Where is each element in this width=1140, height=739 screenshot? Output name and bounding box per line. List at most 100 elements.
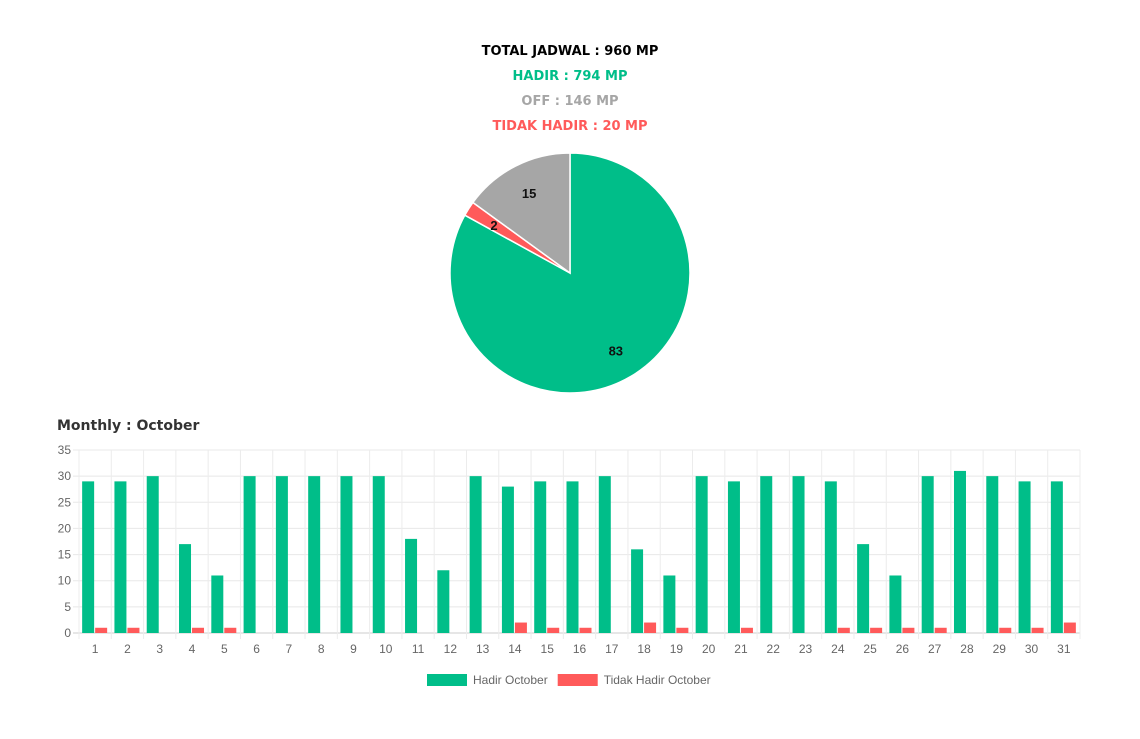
pie-data-label: 15 [522,186,536,201]
x-tick-label: 29 [993,642,1007,656]
x-tick-label: 15 [541,642,555,656]
bar-tidak-hadir-day-21 [740,627,753,633]
bar-hadir-day-15 [534,481,547,633]
x-tick-label: 27 [928,642,942,656]
x-tick-label: 30 [1025,642,1039,656]
bar-tidak-hadir-day-16 [579,627,592,633]
bar-hadir-day-6 [243,476,256,633]
bar-hadir-day-5 [211,575,224,633]
bar-tidak-hadir-day-5 [224,627,237,633]
x-tick-label: 12 [444,642,458,656]
bar-hadir-day-4 [179,544,192,633]
x-tick-label: 9 [350,642,357,656]
bar-hadir-day-7 [275,476,288,633]
bar-hadir-day-30 [1018,481,1031,633]
bar-tidak-hadir-day-31 [1063,622,1076,633]
bar-hadir-day-2 [114,481,127,633]
bar-hadir-day-14 [501,486,514,633]
bar-tidak-hadir-day-24 [837,627,850,633]
x-tick-label: 19 [670,642,684,656]
y-tick-label: 10 [58,574,72,588]
bar-hadir-day-31 [1050,481,1063,633]
x-tick-label: 21 [734,642,748,656]
y-tick-label: 0 [64,626,71,640]
y-tick-label: 20 [58,521,72,535]
bar-hadir-day-12 [437,570,450,633]
bar-hadir-day-19 [663,575,676,633]
x-tick-label: 17 [605,642,619,656]
bar-tidak-hadir-day-25 [870,627,883,633]
bar-tidak-hadir-day-14 [514,622,527,633]
x-tick-label: 6 [253,642,260,656]
bar-tidak-hadir-day-30 [1031,627,1044,633]
bar-hadir-day-27 [921,476,934,633]
x-tick-label: 13 [476,642,490,656]
x-tick-label: 14 [508,642,522,656]
bar-tidak-hadir-day-29 [999,627,1012,633]
bar-hadir-day-1 [82,481,95,633]
total-schedule-label: TOTAL JADWAL : 960 MP [481,44,659,59]
bar-tidak-hadir-day-27 [934,627,947,633]
x-tick-label: 5 [221,642,228,656]
y-tick-label: 25 [58,495,72,509]
x-tick-label: 23 [799,642,813,656]
bar-hadir-day-18 [631,549,644,633]
absent-label: TIDAK HADIR : 20 MP [492,119,648,134]
present-label: HADIR : 794 MP [512,69,628,84]
bar-tidak-hadir-day-15 [547,627,560,633]
bar-hadir-day-8 [308,476,321,633]
bar-tidak-hadir-day-18 [644,622,657,633]
monthly-title: Monthly : October [57,418,200,434]
x-tick-label: 11 [412,642,425,656]
x-tick-label: 7 [286,642,293,656]
legend-swatch [427,674,467,686]
bar-hadir-day-3 [146,476,159,633]
bar-tidak-hadir-day-4 [192,627,205,633]
legend-swatch [557,674,598,686]
off-label: OFF : 146 MP [521,94,619,109]
y-tick-label: 30 [58,469,72,483]
x-tick-label: 22 [767,642,781,656]
bar-hadir-day-20 [695,476,708,633]
bar-tidak-hadir-day-19 [676,627,689,633]
bar-hadir-day-25 [857,544,870,633]
bar-hadir-day-24 [824,481,837,633]
bar-tidak-hadir-day-26 [902,627,915,633]
y-tick-label: 35 [58,443,72,457]
x-tick-label: 1 [92,642,99,656]
bar-hadir-day-13 [469,476,482,633]
bar-hadir-day-16 [566,481,579,633]
bar-hadir-day-11 [405,538,418,633]
bar-hadir-day-17 [598,476,611,633]
x-tick-label: 3 [156,642,163,656]
x-tick-label: 24 [831,642,845,656]
bar-tidak-hadir-day-2 [127,627,140,633]
bar-hadir-day-10 [372,476,385,633]
bar-hadir-day-26 [889,575,902,633]
bar-tidak-hadir-day-1 [95,627,108,633]
bar-hadir-day-22 [760,476,773,633]
legend-label: Hadir October [473,673,548,687]
bar-hadir-day-29 [986,476,999,633]
x-tick-label: 16 [573,642,587,656]
pie-data-label: 2 [490,218,497,233]
x-tick-label: 4 [189,642,196,656]
x-tick-label: 25 [863,642,877,656]
y-tick-label: 5 [64,600,71,614]
bar-hadir-day-9 [340,476,353,633]
x-tick-label: 2 [124,642,131,656]
x-tick-label: 20 [702,642,716,656]
pie-slice-off [471,152,571,275]
pie-data-label: 83 [609,343,623,358]
bar-hadir-day-28 [953,470,966,633]
x-tick-label: 26 [896,642,910,656]
x-tick-label: 31 [1057,642,1071,656]
bar-hadir-day-23 [792,476,805,633]
x-tick-label: 18 [637,642,651,656]
x-tick-label: 8 [318,642,325,656]
x-tick-label: 10 [379,642,393,656]
legend-label: Tidak Hadir October [604,673,711,687]
y-tick-label: 15 [58,548,72,562]
